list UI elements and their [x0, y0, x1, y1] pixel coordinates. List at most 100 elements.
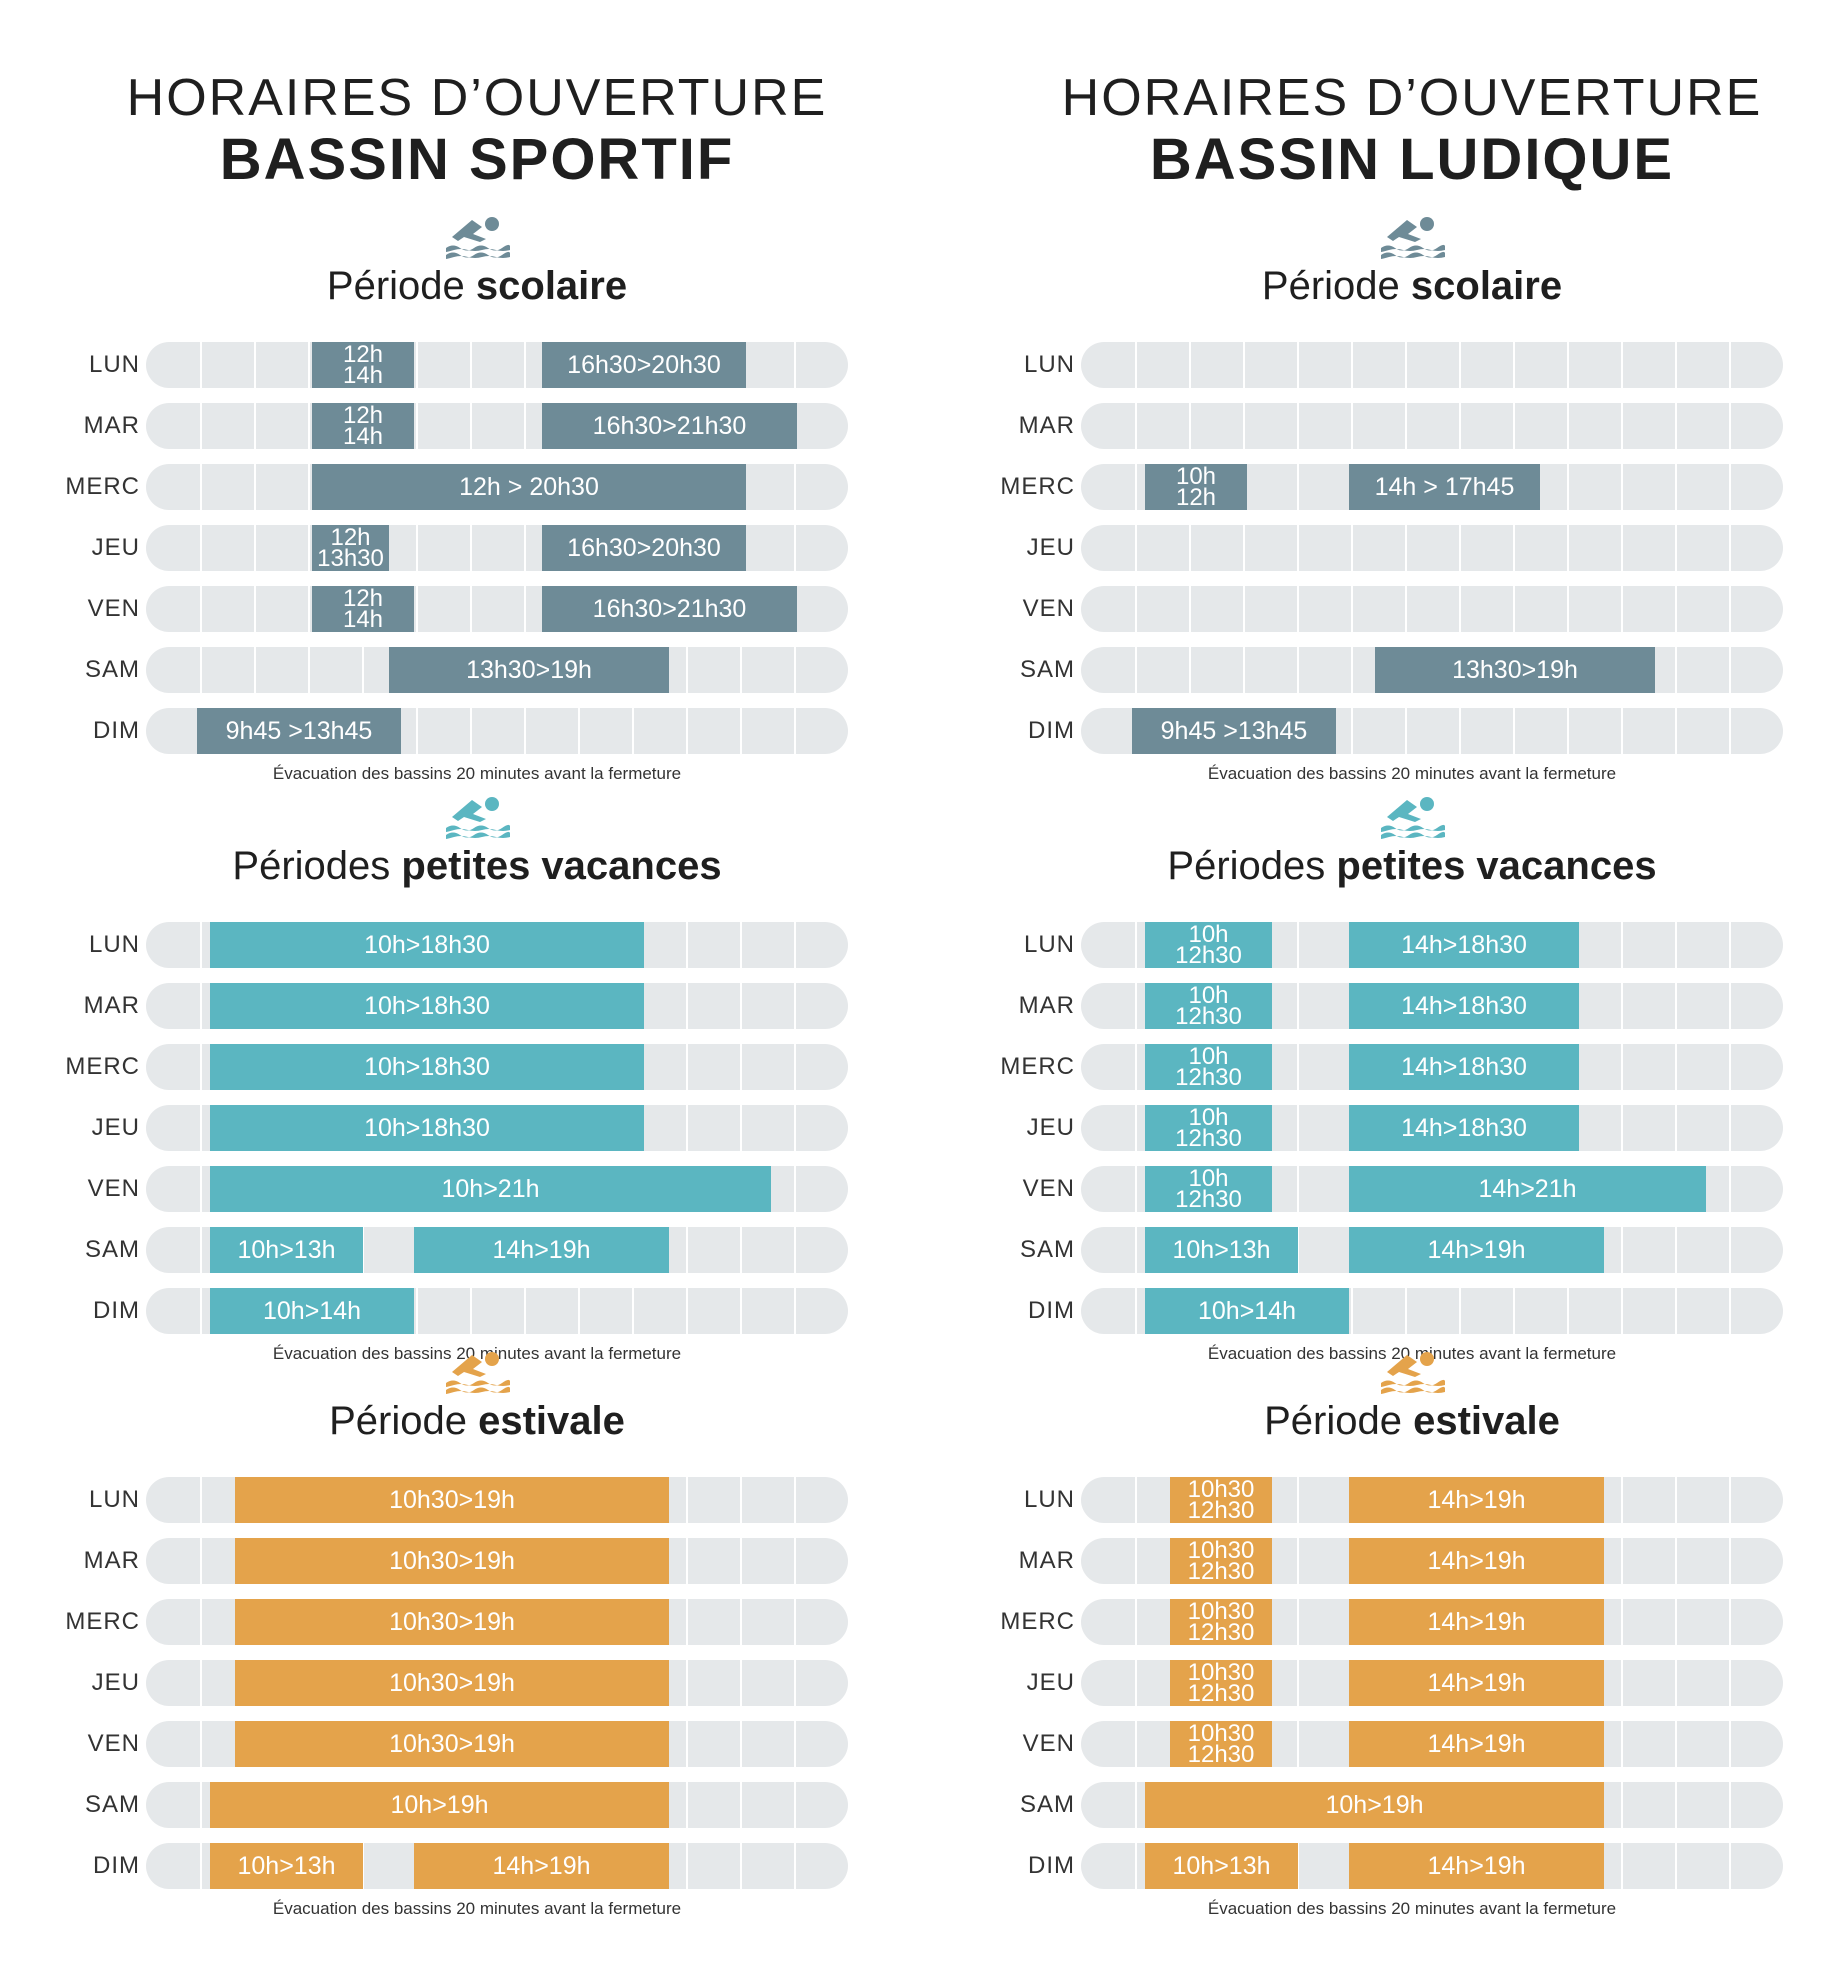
grid-divider: [794, 1782, 796, 1828]
grid-divider: [1135, 525, 1137, 571]
opening-bar: 14h>19h: [1349, 1843, 1604, 1889]
opening-hours-line: 10h: [1188, 1105, 1229, 1131]
grid-divider: [1675, 1660, 1677, 1706]
grid-divider: [200, 464, 202, 510]
grid-divider: [1729, 1288, 1731, 1334]
grid-divider: [1729, 1477, 1731, 1523]
grid-divider: [254, 403, 256, 449]
grid-divider: [740, 1288, 742, 1334]
time-track: 10h>13h 14h>19h: [1081, 1843, 1783, 1889]
grid-divider: [308, 342, 310, 388]
day-label: JEU: [91, 1114, 140, 1141]
grid-divider: [1675, 525, 1677, 571]
grid-divider: [1405, 708, 1407, 754]
opening-hours-line: 12h30: [1175, 1003, 1242, 1029]
grid-divider: [740, 1782, 742, 1828]
grid-divider: [416, 586, 418, 632]
day-label: VEN: [87, 1175, 140, 1202]
grid-divider: [362, 647, 364, 693]
day-label: DIM: [93, 1852, 140, 1879]
opening-bar: 14h>19h: [1349, 1721, 1604, 1767]
grid-divider: [1459, 342, 1461, 388]
grid-divider: [1297, 922, 1299, 968]
day-label: DIM: [93, 1297, 140, 1324]
grid-divider: [794, 1660, 796, 1706]
time-track: 9h45 >13h45: [146, 708, 848, 754]
opening-bar: 10h30 12h30: [1170, 1660, 1272, 1706]
opening-bar: 10h>13h: [210, 1227, 363, 1273]
grid-divider: [1567, 708, 1569, 754]
opening-bar: 10h>18h30: [210, 1105, 644, 1151]
pool-name: BASSIN SPORTIF: [219, 127, 735, 192]
period-title-bold: scolaire: [1410, 264, 1563, 308]
grid-divider: [1729, 1721, 1731, 1767]
day-label: MERC: [1000, 1608, 1075, 1635]
day-row: DIM 10h>14h: [18, 1288, 936, 1334]
time-track: 10h>21h: [146, 1166, 848, 1212]
day-row: DIM 10h>13h 14h>19h: [953, 1843, 1836, 1889]
grid-divider: [470, 403, 472, 449]
grid-divider: [1675, 1288, 1677, 1334]
day-label: MAR: [1018, 412, 1075, 439]
grid-divider: [1243, 342, 1245, 388]
grid-divider: [1567, 586, 1569, 632]
grid-divider: [794, 708, 796, 754]
opening-bar: 10h 12h30: [1145, 1166, 1272, 1212]
grid-divider: [740, 1599, 742, 1645]
time-track: 10h 12h30 14h>21h: [1081, 1166, 1783, 1212]
grid-divider: [1135, 464, 1137, 510]
time-track: 10h30 12h30 14h>19h: [1081, 1599, 1783, 1645]
grid-divider: [1351, 1288, 1353, 1334]
grid-divider: [524, 403, 526, 449]
opening-bar: 16h30>20h30: [542, 342, 746, 388]
grid-divider: [740, 1227, 742, 1273]
grid-divider: [632, 1288, 634, 1334]
period-title: Périodes petites vacances: [953, 844, 1836, 889]
time-track: 10h30>19h: [146, 1477, 848, 1523]
day-row: VEN 10h>21h: [18, 1166, 936, 1212]
time-track: 10h30>19h: [146, 1721, 848, 1767]
opening-bar: 10h 12h30: [1145, 922, 1272, 968]
grid-divider: [1297, 1166, 1299, 1212]
period-title-bold: scolaire: [475, 264, 628, 308]
day-label: SAM: [84, 1791, 140, 1818]
grid-divider: [1243, 647, 1245, 693]
grid-divider: [1135, 586, 1137, 632]
time-track: 12h > 20h30: [146, 464, 848, 510]
day-row: LUN 10h>18h30: [18, 922, 936, 968]
grid-divider: [1621, 1843, 1623, 1889]
opening-bar: 10h>14h: [1145, 1288, 1349, 1334]
grid-divider: [1297, 647, 1299, 693]
grid-divider: [416, 403, 418, 449]
day-row: MERC 10h>18h30: [18, 1044, 936, 1090]
grid-divider: [1297, 1660, 1299, 1706]
grid-divider: [1621, 708, 1623, 754]
time-track: 10h30>19h: [146, 1538, 848, 1584]
day-label: VEN: [1022, 1175, 1075, 1202]
grid-divider: [1729, 525, 1731, 571]
grid-divider: [794, 1288, 796, 1334]
grid-divider: [1135, 1538, 1137, 1584]
grid-divider: [686, 1843, 688, 1889]
grid-divider: [308, 586, 310, 632]
grid-divider: [1351, 525, 1353, 571]
day-label: DIM: [1028, 717, 1075, 744]
grid-divider: [1675, 1721, 1677, 1767]
opening-bar: 10h30>19h: [235, 1599, 669, 1645]
grid-divider: [200, 1166, 202, 1212]
opening-bar: 9h45 >13h45: [197, 708, 401, 754]
swimmer-icon: [442, 790, 512, 840]
day-label: JEU: [1026, 1114, 1075, 1141]
swimmer-icon: [442, 210, 512, 260]
grid-divider: [1405, 342, 1407, 388]
grid-divider: [524, 525, 526, 571]
grid-divider: [1729, 922, 1731, 968]
period-title-bold: estivale: [478, 1399, 625, 1443]
grid-divider: [1405, 525, 1407, 571]
grid-divider: [1621, 1477, 1623, 1523]
period-title-prefix: Périodes: [232, 844, 391, 888]
grid-divider: [1297, 342, 1299, 388]
opening-hours-line: 12h30: [1187, 1497, 1255, 1523]
period-title: Période scolaire: [18, 264, 936, 309]
opening-hours-line: 12h: [1175, 484, 1217, 510]
